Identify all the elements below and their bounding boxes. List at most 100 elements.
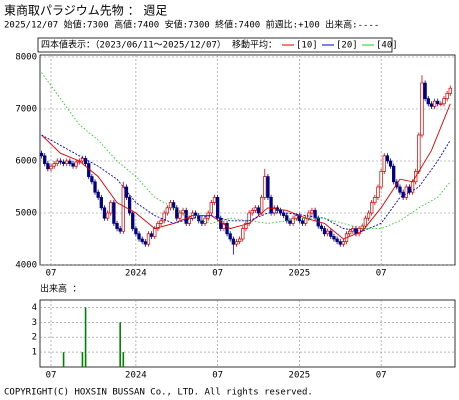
candle-body [310,210,314,214]
candle-body [131,212,135,229]
plot-frame [39,299,456,368]
candle-body [382,155,386,172]
x-tick-label: 07 [46,371,57,381]
candle-body [388,160,393,167]
info-line: 2025/12/07 始値:7300 高値:7400 安値:7300 終値:74… [4,19,379,31]
candle-body [222,223,226,229]
candle-body [212,197,217,203]
candle-body [65,160,69,164]
x-tick-label: 07 [46,269,57,279]
footer: COPYRIGHT(C) HOXSIN BUSSAN Co., LTD. All… [4,388,313,398]
x-tick-label: 07 [376,269,387,279]
candle-body [376,186,380,198]
candle-body [392,165,396,183]
y-tick-label: 8000 [15,53,37,63]
candle-body [272,207,276,214]
chart-title: 東商取パラジウム先物 ： 週足 [4,3,167,18]
candle-body [99,197,103,209]
candle-body [149,233,154,237]
candle-body [335,238,339,242]
candle-body [112,202,116,224]
candle-body [366,212,371,219]
candle-body [439,103,443,105]
candle-body [332,236,336,240]
candle-body [370,202,374,214]
candle-body [39,152,44,157]
candle-body [96,191,100,198]
candle-body [209,202,213,214]
candle-body [338,241,342,245]
candle-body [448,87,452,94]
candle-body [71,163,75,167]
candle-body [49,165,53,170]
candle-body [241,228,245,240]
candle-body [348,230,352,235]
candle-body [253,207,258,211]
candle-body [237,238,242,242]
candle-body [162,212,166,222]
candle-body [121,186,125,232]
candle-body [429,103,434,107]
candle-body [256,207,261,214]
candle-body [58,160,63,163]
x-tick-label: 2024 [125,269,147,279]
y-tick-label: 6000 [15,157,37,167]
candle-body [266,176,270,198]
candle-body [55,160,59,164]
candle-body [420,82,424,136]
candle-body [234,241,239,245]
candle-body [445,93,449,99]
candle-body [263,176,267,198]
candle-body [127,197,132,214]
candle-body [80,158,85,162]
candle-body [52,163,56,167]
x-tick-label: 2025 [289,269,311,279]
x-tick-label: 07 [376,371,387,381]
candle-body [171,202,176,209]
legend-box [37,37,393,53]
candle-body [319,225,324,229]
volume-title: 出来高 ： [40,283,81,295]
candle-body [153,228,157,237]
candle-body [105,212,110,219]
bar [122,352,125,367]
candle-body [83,158,88,164]
candle-body [109,202,113,214]
candle-body [134,228,138,235]
candle-body [423,82,427,99]
legend-label: [20] [336,41,358,51]
candle-body [417,134,421,172]
candle-body [244,223,248,229]
y-tick-label: 4000 [15,261,37,271]
candle-body [90,176,94,183]
candle-body [228,233,232,240]
candle-body [165,207,169,214]
y-tick-label: 4 [32,303,37,313]
candle-body [326,230,330,235]
candle-body [175,207,179,219]
y-tick-label: 3 [32,318,37,328]
candle-body [407,186,412,193]
candle-body [247,212,251,224]
candle-body [93,181,97,193]
candle-body [225,223,229,235]
x-tick-label: 07 [212,269,223,279]
candle-body [259,197,264,214]
candle-body [379,171,383,188]
candle-body [156,223,160,229]
candle-body [74,161,78,167]
candle-body [322,228,327,235]
candle-body [115,223,119,229]
candle-body [118,228,122,232]
bar [84,307,87,367]
y-tick-label: 1 [32,348,37,358]
candle-body [184,210,188,224]
plot-frame [39,54,456,266]
candle-body [187,217,191,224]
candle-body [143,241,147,245]
x-tick-label: 2024 [125,371,147,381]
ma-line [41,72,451,230]
candle-body [61,161,66,164]
candle-body [300,220,305,224]
